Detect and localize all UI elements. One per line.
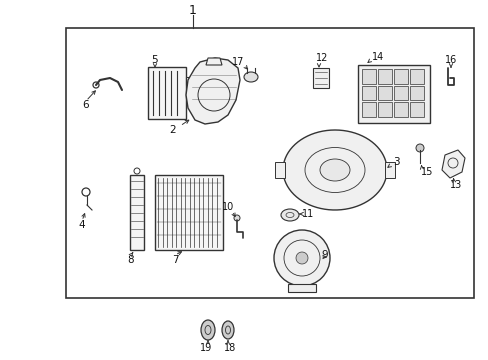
Text: 1: 1 — [189, 4, 197, 17]
Text: 3: 3 — [392, 157, 399, 167]
Circle shape — [415, 144, 423, 152]
Ellipse shape — [281, 209, 298, 221]
Bar — [393, 102, 407, 117]
Text: 8: 8 — [127, 255, 134, 265]
Bar — [393, 69, 407, 84]
Bar — [377, 69, 391, 84]
Bar — [287, 284, 315, 292]
Polygon shape — [441, 150, 464, 178]
Bar — [361, 86, 375, 100]
Text: 15: 15 — [420, 167, 432, 177]
Text: 13: 13 — [449, 180, 461, 190]
Bar — [130, 175, 143, 250]
Bar — [409, 102, 423, 117]
Bar — [361, 102, 375, 117]
Text: 2: 2 — [169, 125, 176, 135]
Bar — [274, 162, 285, 178]
Bar — [312, 68, 328, 88]
Text: 5: 5 — [151, 55, 158, 65]
Bar — [377, 86, 391, 100]
Polygon shape — [185, 58, 240, 124]
Ellipse shape — [319, 159, 349, 181]
Ellipse shape — [201, 320, 215, 340]
Bar — [393, 86, 407, 100]
Text: 12: 12 — [315, 53, 327, 63]
Text: 14: 14 — [371, 52, 384, 62]
Bar — [409, 69, 423, 84]
Text: 18: 18 — [224, 343, 236, 353]
Circle shape — [234, 215, 240, 221]
Bar — [361, 69, 375, 84]
Text: 17: 17 — [231, 57, 244, 67]
Ellipse shape — [244, 72, 258, 82]
Bar — [409, 86, 423, 100]
Circle shape — [273, 230, 329, 286]
Circle shape — [295, 252, 307, 264]
Polygon shape — [283, 130, 386, 210]
Text: 11: 11 — [301, 209, 313, 219]
Bar — [357, 65, 429, 123]
Bar — [185, 77, 198, 85]
Text: 9: 9 — [321, 250, 327, 260]
Ellipse shape — [222, 321, 234, 339]
Text: 4: 4 — [79, 220, 85, 230]
Bar — [377, 102, 391, 117]
Text: 10: 10 — [222, 202, 234, 212]
Text: 6: 6 — [82, 100, 89, 110]
Bar — [155, 175, 223, 250]
Bar — [384, 162, 394, 178]
Polygon shape — [205, 58, 222, 65]
Text: 7: 7 — [171, 255, 178, 265]
Bar — [148, 67, 185, 119]
Text: 19: 19 — [200, 343, 212, 353]
Bar — [66, 28, 473, 298]
Text: 16: 16 — [444, 55, 456, 65]
